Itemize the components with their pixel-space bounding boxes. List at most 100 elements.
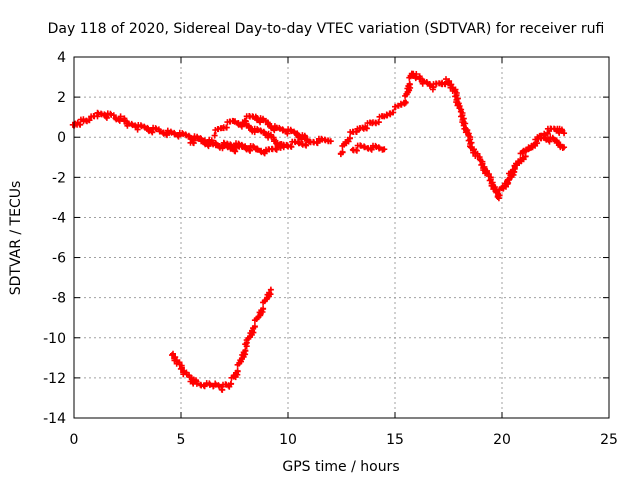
data-point [201,137,204,141]
series-markers [169,286,274,393]
data-point [496,195,500,199]
data-point [470,145,474,149]
series-branch-d [349,142,388,154]
y-tick-label: -12 [43,371,66,387]
data-point [432,85,435,89]
data-point [104,113,108,117]
data-point [543,135,547,139]
data-point [243,123,247,127]
series-branch-a [211,117,287,151]
series-branch-b [242,113,311,143]
data-point [265,149,268,153]
data-point [361,145,365,149]
y-tick-label: -4 [52,210,66,226]
series-markers [242,113,311,143]
data-point [252,326,256,330]
series-markers [337,70,568,202]
data-point [372,121,375,125]
data-point [265,131,268,135]
x-tick-label: 5 [177,432,186,448]
data-point [363,125,367,129]
data-point [158,129,162,133]
data-point [286,143,290,147]
data-point [211,141,215,145]
series-markers [187,134,259,155]
y-tick-label: 2 [57,90,66,106]
data-point [282,145,286,149]
data-point [265,121,268,125]
data-point [417,75,420,79]
series-low-arc [169,286,274,393]
data-point [504,181,508,185]
y-tick-label: -10 [43,331,66,347]
data-point [179,133,183,137]
data-point [556,127,560,131]
data-point [492,183,495,187]
data-point [318,139,322,143]
data-point [372,145,375,149]
chart-title: Day 118 of 2020, Sidereal Day-to-day VTE… [48,21,605,37]
data-point [344,141,348,145]
data-point [196,382,200,386]
data-point [222,125,226,129]
data-series [69,70,568,393]
data-point [269,288,273,292]
data-point [239,360,243,364]
data-point [382,147,386,151]
data-point [213,384,217,388]
data-point [286,129,290,133]
x-tick-label: 20 [493,432,511,448]
y-axis-label: SDTVAR / TECUs [8,181,24,296]
data-point [121,117,125,121]
data-point [275,127,279,131]
y-tick-label: 4 [57,50,66,66]
x-tick-label: 0 [70,432,79,448]
data-point [329,139,333,143]
data-point [308,141,311,145]
data-point [245,342,249,346]
x-tick-label: 15 [386,432,404,448]
data-point [222,145,226,149]
data-point [96,113,99,117]
data-point [183,372,187,376]
axis-ticks: 0 5 10 15 20 25 -14 -12 -10 -8 -6 -4 -2 0 2 4 [43,50,618,448]
data-point [562,145,566,149]
data-point [254,115,258,119]
plot-frame [73,56,610,419]
data-point [485,171,489,175]
series-branch-e [502,134,568,187]
data-point [213,131,217,135]
y-tick-label: -2 [52,170,66,186]
data-point [177,362,181,366]
series-markers [349,142,388,154]
data-point [128,123,132,127]
data-point [423,81,427,85]
data-point [350,147,354,151]
data-point [243,117,247,121]
x-tick-label: 25 [600,432,618,448]
data-point [254,129,258,133]
data-point [243,145,247,149]
data-point [479,159,482,163]
data-point [297,133,301,137]
data-point [547,129,551,133]
data-point [297,141,301,145]
data-point [522,151,525,155]
data-point [562,131,566,135]
data-point [147,127,151,131]
y-tick-label: -6 [52,251,66,267]
data-point [168,131,172,135]
data-point [447,79,450,83]
data-point [258,312,262,316]
data-point [500,187,504,191]
data-point [453,89,457,93]
data-point [522,155,525,159]
y-tick-label: 0 [57,130,66,146]
data-point [171,352,174,356]
data-point [554,139,557,143]
grid [74,57,609,418]
data-point [113,115,117,119]
data-point [393,107,397,111]
data-point [410,71,414,75]
